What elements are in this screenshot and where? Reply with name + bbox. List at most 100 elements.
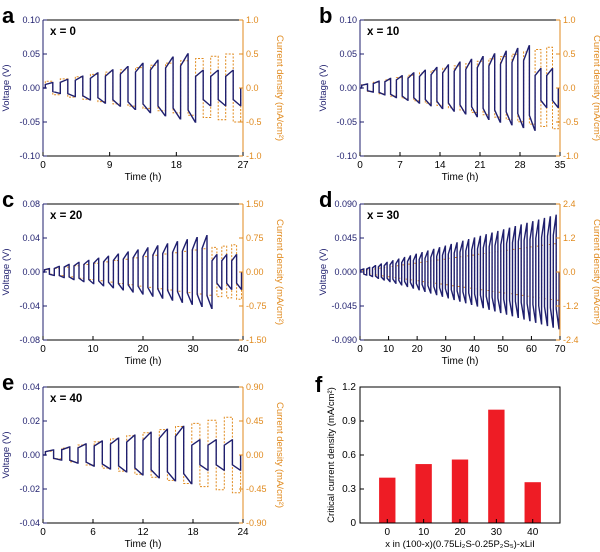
y2-tick-label: 0.5: [246, 49, 259, 59]
voltage-trace: [360, 214, 560, 330]
bar-x-40: [524, 482, 541, 523]
x-tick-label: 10: [87, 344, 99, 355]
y-tick-label: -0.05: [336, 117, 357, 127]
y-tick-label: 0.045: [334, 233, 357, 243]
y2-tick-label: -0.45: [246, 484, 267, 494]
y2-tick-label: -0.5: [246, 117, 262, 127]
y-tick-label: 0.9: [342, 416, 356, 427]
x-tick-label: 20: [137, 344, 149, 355]
x-tick-label: 0: [384, 527, 390, 538]
y-tick-label: -0.10: [19, 151, 40, 161]
y2-tick-label: -1.0: [246, 151, 262, 161]
x-tick-label: 12: [137, 527, 149, 538]
y2-axis-label: Current density (mA/cm²): [591, 35, 600, 141]
y2-tick-label: 0.0: [246, 83, 259, 93]
x-tick-label: 30: [491, 527, 503, 538]
y2-axis-label: Current density (mA/cm²): [274, 219, 285, 325]
y-tick-label: 0.05: [339, 49, 357, 59]
y2-tick-label: 0.90: [246, 382, 264, 392]
y2-tick-label: -1.50: [246, 335, 267, 345]
x-axis-label: Time (h): [125, 356, 162, 367]
y-axis-label: Voltage (V): [1, 65, 12, 112]
x-tick-label: 30: [187, 344, 199, 355]
x-tick-label: 27: [237, 160, 249, 171]
y-tick-label: -0.08: [19, 335, 40, 345]
y2-tick-label: 1.2: [563, 233, 576, 243]
bar-x-0: [379, 477, 396, 523]
y-tick-label: 0.05: [22, 49, 40, 59]
y2-tick-label: -0.90: [246, 518, 267, 528]
y-tick-label: 0.04: [22, 382, 40, 392]
panel-a: a 0 9 18 27 Time (h) -0.10 -0.05 0.00 0.05 0.10 Vol…: [1, 3, 285, 183]
y-axis-label: Voltage (V): [1, 249, 12, 296]
panel-letter: a: [2, 3, 15, 28]
x-axis-label: Time (h): [442, 172, 479, 183]
x-tick-label: 10: [418, 527, 430, 538]
panel-f: f 0 10 20 30 40 0 0.3 0.6 0.9 1.2 Critical current …: [315, 372, 561, 550]
x-tick-label: 0: [40, 527, 46, 538]
x-tick-label: 14: [434, 160, 446, 171]
bar-x-30: [488, 409, 505, 523]
y-axis-label: Critical current density (mA/cm²): [326, 387, 337, 523]
x-tick-label: 70: [554, 344, 566, 355]
x-tick-label: 28: [514, 160, 526, 171]
x-axis-label: Time (h): [125, 172, 162, 183]
y2-tick-label: -1.2: [563, 301, 579, 311]
y-tick-label: 0.6: [342, 450, 356, 461]
y2-tick-label: 0.0: [563, 267, 576, 277]
y-tick-label: -0.04: [19, 518, 40, 528]
x-tick-label: 40: [469, 344, 481, 355]
y2-axis-label: Current density (mA/cm²): [591, 219, 600, 325]
y-tick-label: 1.2: [342, 382, 356, 393]
y-tick-label: 0.00: [339, 83, 357, 93]
y2-tick-label: 1.0: [246, 15, 259, 25]
y-tick-label: 0.00: [22, 267, 40, 277]
bar-x-20: [451, 459, 469, 523]
y2-tick-label: -2.4: [563, 335, 579, 345]
panel-inset-label: x = 30: [367, 210, 399, 222]
y2-tick-label: 0.00: [246, 267, 264, 277]
y-tick-label: 0.00: [22, 83, 40, 93]
panel-inset-label: x = 40: [50, 393, 82, 405]
x-axis-label: Time (h): [125, 539, 162, 550]
x-axis-label: Time (h): [442, 356, 479, 367]
y-axis-label: Voltage (V): [1, 432, 12, 479]
panel-b: b 0 7 14 21 28 35 Time (h) -0.10 -0.05 0.00 0.05 0.1…: [318, 3, 600, 183]
y-tick-label: 0.000: [334, 267, 357, 277]
panel-inset-label: x = 0: [50, 26, 76, 38]
y-tick-label: -0.04: [19, 301, 40, 311]
current-density-trace: [43, 53, 242, 123]
x-tick-label: 9: [107, 160, 113, 171]
y2-tick-label: 0.5: [563, 49, 576, 59]
x-tick-label: 40: [237, 344, 249, 355]
y2-tick-label: 0.75: [246, 233, 264, 243]
x-tick-label: 50: [497, 344, 509, 355]
y-tick-label: 0.090: [334, 199, 357, 209]
voltage-trace: [43, 235, 243, 309]
x-tick-label: 6: [90, 527, 96, 538]
x-tick-label: 20: [412, 344, 424, 355]
current-density-trace: [360, 46, 559, 130]
y-tick-label: -0.05: [19, 117, 40, 127]
y-tick-label: 0.00: [22, 450, 40, 460]
y2-tick-label: 1.50: [246, 199, 264, 209]
x-tick-label: 24: [237, 527, 249, 538]
voltage-trace: [43, 425, 242, 485]
y-tick-label: -0.10: [336, 151, 357, 161]
y-tick-label: -0.045: [331, 301, 357, 311]
bar-x-10: [415, 464, 432, 523]
current-density-trace: [43, 416, 242, 494]
y2-axis-label: Current density (mA/cm²): [274, 402, 285, 508]
y-tick-label: -0.090: [331, 335, 357, 345]
y2-axis-label: Current density (mA/cm²): [274, 35, 285, 141]
y-tick-label: 0.10: [339, 15, 357, 25]
panel-letter: c: [2, 187, 14, 212]
x-tick-label: 18: [187, 527, 199, 538]
y2-tick-label: -0.5: [563, 117, 579, 127]
x-tick-label: 40: [527, 527, 539, 538]
y-axis-label: Voltage (V): [318, 65, 329, 112]
y-tick-label: 0.04: [22, 233, 40, 243]
panel-letter: b: [319, 3, 332, 28]
panel-letter: e: [2, 370, 14, 395]
x-tick-label: 0: [40, 160, 46, 171]
